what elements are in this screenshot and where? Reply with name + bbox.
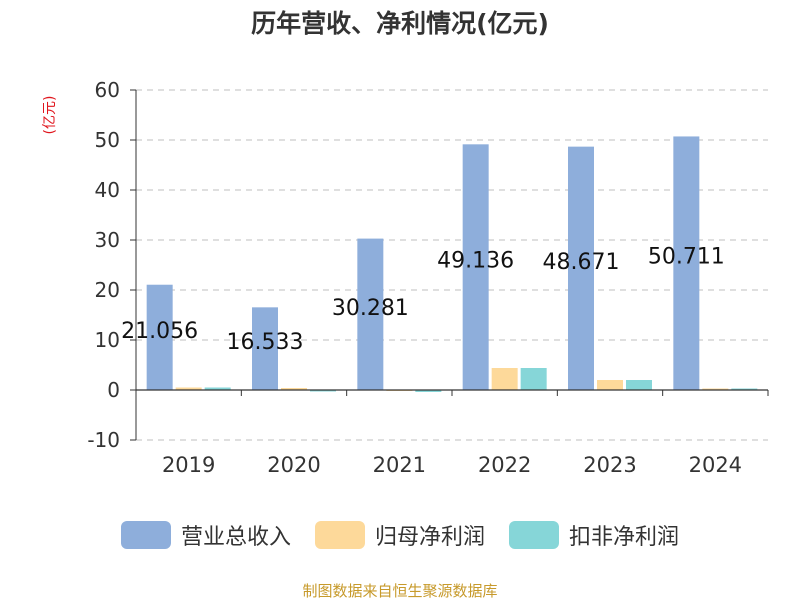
y-tick-label: 30 — [95, 228, 120, 252]
bar — [568, 146, 594, 390]
bar — [281, 388, 307, 390]
y-tick-label: -10 — [87, 428, 120, 452]
legend: 营业总收入 归母净利润 扣非净利润 — [0, 517, 800, 553]
x-tick-label: 2024 — [689, 453, 742, 477]
y-tick-label: 50 — [95, 128, 120, 152]
bar — [310, 390, 336, 392]
bar — [702, 388, 729, 390]
data-label: 16.533 — [227, 330, 304, 355]
legend-label: 营业总收入 — [180, 525, 291, 550]
x-tick-label: 2022 — [478, 453, 531, 477]
bar — [146, 284, 173, 390]
data-source-note: 制图数据来自恒生聚源数据库 — [302, 582, 498, 600]
bar — [731, 388, 758, 390]
x-tick-label: 2019 — [162, 453, 215, 477]
legend-item[interactable]: 营业总收入 — [120, 519, 291, 551]
bar — [491, 368, 518, 390]
chart-title: 历年营收、净利情况(亿元) — [251, 9, 549, 38]
bar — [626, 380, 652, 390]
bar — [357, 238, 384, 390]
x-tick-label: 2020 — [267, 453, 320, 477]
x-tick-label: 2021 — [373, 453, 426, 477]
legend-item[interactable]: 扣非净利润 — [509, 519, 679, 551]
data-label: 21.056 — [121, 319, 198, 344]
bar — [204, 387, 231, 390]
x-tick-label: 2023 — [583, 453, 636, 477]
data-label: 50.711 — [648, 245, 725, 270]
legend-swatch — [509, 521, 559, 549]
legend-swatch — [120, 521, 171, 549]
legend-label: 扣非净利润 — [569, 525, 680, 550]
bar — [520, 368, 547, 390]
bar — [252, 307, 278, 390]
data-label: 48.671 — [543, 250, 620, 275]
bar — [462, 144, 489, 390]
y-tick-label: 0 — [107, 378, 120, 402]
bar — [673, 136, 700, 390]
data-label: 49.136 — [437, 249, 514, 274]
bar — [415, 390, 442, 392]
y-tick-label: 60 — [95, 78, 120, 102]
y-tick-label: 40 — [95, 178, 120, 202]
bar — [597, 380, 623, 390]
legend-label: 归母净利润 — [374, 525, 485, 550]
y-tick-label: 20 — [95, 278, 120, 302]
legend-item[interactable]: 归母净利润 — [314, 519, 485, 551]
y-tick-label: 10 — [95, 328, 120, 352]
legend-swatch — [314, 521, 365, 549]
data-label: 30.281 — [332, 296, 409, 321]
bar — [175, 387, 202, 390]
